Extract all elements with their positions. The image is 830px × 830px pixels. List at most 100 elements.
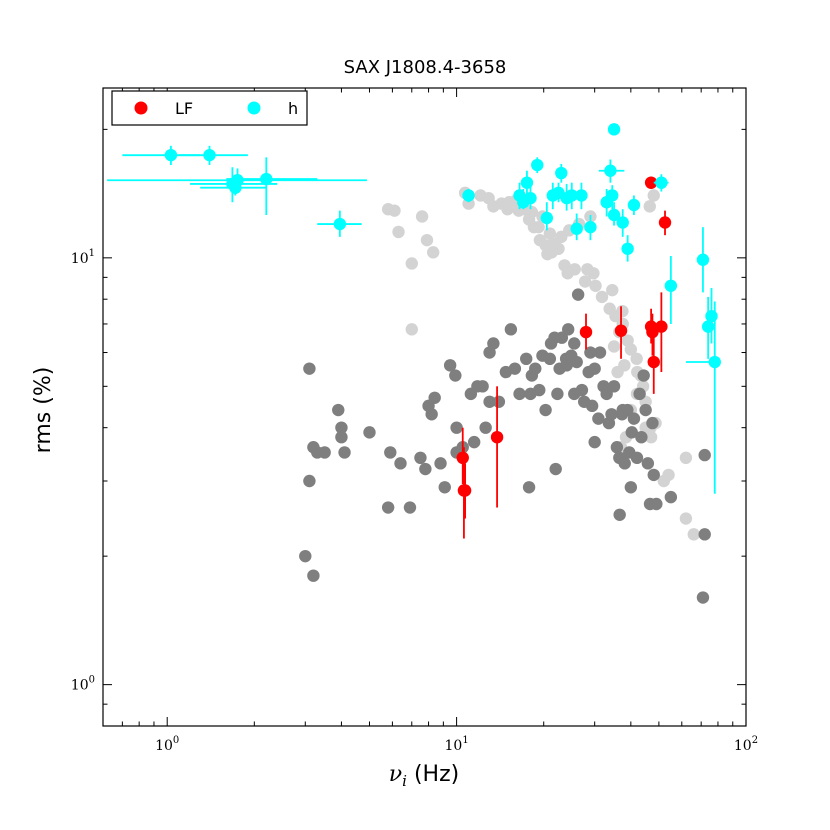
series-lf	[456, 176, 672, 539]
background-point	[616, 403, 629, 417]
background-point	[646, 416, 659, 430]
background-point	[570, 355, 583, 369]
background-point	[303, 474, 316, 488]
background-point	[613, 451, 626, 465]
background-point	[522, 481, 536, 494]
background-point	[592, 412, 605, 425]
background-point	[624, 481, 638, 494]
data-point-h	[604, 164, 617, 177]
data-point-h	[462, 189, 475, 202]
y-tick-label: 101	[71, 248, 95, 267]
background-point	[335, 430, 348, 444]
background-point	[647, 189, 660, 202]
background-point	[698, 448, 711, 462]
data-point-h	[203, 148, 216, 162]
background-point	[541, 247, 554, 261]
background-point	[698, 528, 711, 541]
data-point-h	[708, 355, 721, 369]
x-tick-label-base: 10	[444, 738, 462, 754]
plot-area	[107, 123, 721, 604]
background-point	[381, 501, 395, 514]
data-point-h	[664, 279, 678, 292]
data-marks	[107, 123, 721, 604]
background-point	[467, 435, 481, 449]
y-tick-label: 100	[71, 675, 95, 694]
data-point-h	[164, 148, 178, 162]
y-tick-label-exponent: 1	[89, 248, 95, 259]
background-point	[625, 426, 638, 439]
background-point	[307, 569, 320, 582]
background-point	[420, 233, 434, 247]
background-series-1	[299, 288, 711, 604]
x-axis-label-subscript: i	[402, 772, 407, 790]
background-point	[587, 267, 600, 280]
data-point-h	[705, 309, 718, 323]
data-point-h	[584, 220, 597, 234]
background-point	[332, 403, 345, 417]
y-tick-label-exponent: 0	[89, 675, 95, 686]
background-point	[483, 346, 496, 359]
background-point	[624, 343, 638, 356]
data-point-lf	[644, 176, 658, 189]
background-point	[560, 359, 573, 372]
background-point	[588, 435, 601, 449]
data-point-lf	[490, 430, 504, 444]
data-point-h	[260, 172, 273, 186]
data-point-h	[696, 253, 710, 266]
background-point	[568, 337, 581, 350]
background-point	[479, 421, 492, 434]
background-point	[543, 227, 557, 240]
background-point	[630, 352, 643, 366]
data-point-h	[333, 217, 347, 231]
background-point	[547, 237, 560, 250]
background-point	[520, 352, 533, 366]
legend-label-lf: LF	[175, 99, 193, 118]
data-point-h	[524, 191, 537, 205]
background-point	[639, 403, 652, 417]
data-point-h	[231, 174, 244, 187]
legend-marker-h	[247, 101, 261, 115]
x-tick-label-exponent: 0	[173, 735, 179, 746]
data-point-h	[531, 158, 544, 172]
background-point	[593, 346, 607, 359]
background-point	[539, 403, 552, 417]
plot-frame	[102, 87, 747, 727]
background-point	[513, 387, 526, 401]
background-point	[679, 451, 693, 465]
background-point	[633, 387, 646, 401]
background-point	[696, 591, 710, 604]
x-tick-label-exponent: 2	[752, 735, 758, 746]
background-point	[434, 457, 447, 470]
background-point	[299, 549, 312, 563]
background-point	[450, 421, 463, 434]
background-point	[630, 451, 644, 465]
x-axis-label-symbol: ν	[389, 762, 402, 787]
legend-marker-lf	[134, 101, 148, 115]
background-point	[303, 362, 316, 375]
background-point	[392, 225, 405, 239]
background-point	[394, 457, 407, 470]
x-tick-label: 102	[734, 735, 758, 754]
x-tick-label: 100	[155, 735, 179, 754]
background-point	[414, 451, 427, 465]
background-point	[613, 508, 626, 521]
background-point	[635, 430, 648, 444]
data-point-h	[570, 222, 583, 235]
background-point	[438, 481, 451, 494]
background-point	[664, 490, 678, 504]
background-point	[524, 387, 537, 401]
background-point	[504, 323, 518, 336]
background-point	[607, 340, 621, 353]
data-point-lf	[655, 320, 668, 333]
background-point	[476, 380, 489, 393]
background-point	[543, 352, 557, 366]
data-point-h	[540, 211, 554, 225]
background-point	[529, 362, 542, 375]
background-point	[578, 275, 592, 288]
data-point-h	[621, 242, 634, 255]
background-point	[568, 263, 581, 276]
background-point	[508, 362, 522, 375]
background-point	[443, 359, 457, 372]
